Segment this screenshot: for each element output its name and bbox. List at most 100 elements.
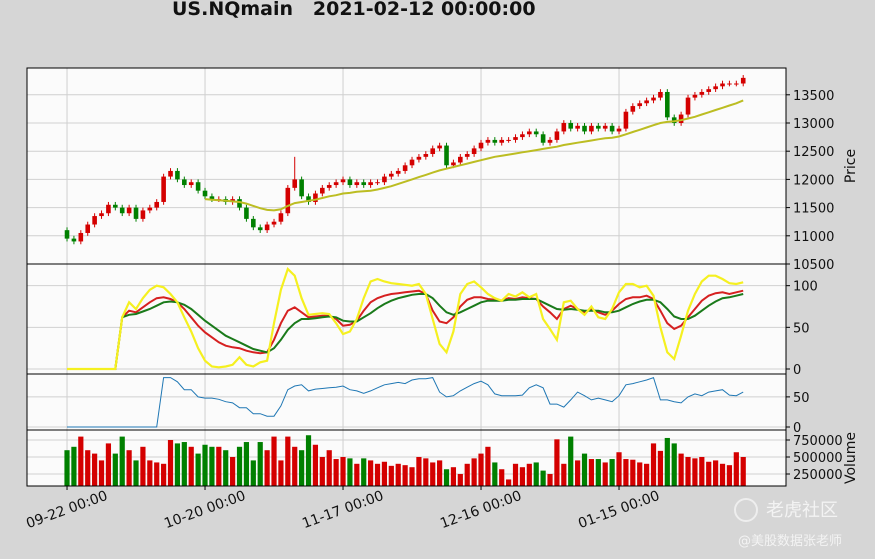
bar xyxy=(216,446,222,486)
candle-body xyxy=(734,83,739,85)
bar xyxy=(354,463,360,486)
candle-body xyxy=(368,182,373,186)
bar xyxy=(623,459,629,486)
bar xyxy=(637,462,643,486)
bar xyxy=(602,462,608,486)
bar xyxy=(519,467,526,486)
candle-body xyxy=(389,173,394,177)
candle-body xyxy=(147,207,153,211)
candle-body xyxy=(451,162,456,166)
candle-body xyxy=(416,156,422,160)
candle-body xyxy=(478,142,484,149)
chart-title: US.NQmain 2021-02-12 00:00:00 xyxy=(172,0,536,20)
candle-body xyxy=(320,187,325,194)
bar xyxy=(561,463,567,486)
y-tick-label: 0 xyxy=(793,421,801,436)
bar xyxy=(388,465,394,486)
bar xyxy=(126,450,132,486)
candle-body xyxy=(699,91,705,95)
bar xyxy=(423,458,429,486)
candle-body xyxy=(85,224,91,233)
bar xyxy=(443,469,450,486)
candle-body xyxy=(244,207,249,219)
bar xyxy=(119,436,125,486)
bar xyxy=(374,463,381,486)
candle-body xyxy=(637,103,643,107)
bar xyxy=(140,446,146,486)
candle-body xyxy=(444,145,449,166)
bar xyxy=(630,459,636,486)
bar xyxy=(402,465,408,486)
bar xyxy=(699,456,705,486)
candle-body xyxy=(706,89,712,92)
candle-body xyxy=(237,199,242,208)
bar xyxy=(430,462,436,486)
candle-body xyxy=(430,148,436,155)
bar xyxy=(319,456,325,486)
candle-body xyxy=(685,97,691,115)
bar xyxy=(533,462,539,486)
candle-body xyxy=(423,154,429,157)
line xyxy=(67,289,744,370)
watermark-logo xyxy=(734,498,758,522)
bar xyxy=(92,453,98,486)
bar xyxy=(568,436,574,486)
bar xyxy=(492,462,498,486)
candle-body xyxy=(658,91,663,98)
bar xyxy=(609,459,615,486)
candle-body xyxy=(375,182,380,184)
bar xyxy=(650,443,657,486)
bar xyxy=(209,446,215,486)
candle-body xyxy=(589,125,594,132)
bar xyxy=(105,443,112,486)
candle-body xyxy=(506,139,511,141)
bar xyxy=(250,460,256,486)
line xyxy=(67,266,744,371)
bar xyxy=(485,446,491,486)
y-axis-label: Volume xyxy=(843,432,859,484)
bar xyxy=(409,467,415,486)
bar xyxy=(733,452,739,486)
candle-body xyxy=(195,182,201,191)
candle-body xyxy=(540,134,546,143)
bar xyxy=(616,452,622,486)
line xyxy=(67,376,744,428)
y-tick-label: 13000 xyxy=(793,117,834,132)
candle-body xyxy=(113,204,118,208)
candle-body xyxy=(78,232,84,242)
bar xyxy=(161,463,167,486)
line xyxy=(67,293,744,370)
bar xyxy=(271,436,277,486)
bar xyxy=(305,435,312,486)
bar xyxy=(395,463,401,486)
candle-body xyxy=(271,221,277,225)
y-tick-label: 13500 xyxy=(793,89,834,104)
candle-body xyxy=(71,238,77,242)
candle-body xyxy=(623,111,629,129)
candle-body xyxy=(554,131,560,140)
y-tick-label: 11000 xyxy=(793,230,834,245)
y-tick-label: 50 xyxy=(793,321,810,336)
candle-body xyxy=(644,100,649,104)
bar xyxy=(264,450,270,486)
bar xyxy=(664,437,670,486)
bar xyxy=(685,456,691,486)
candle-body xyxy=(168,170,173,177)
bar xyxy=(719,463,726,486)
candle-body xyxy=(727,83,732,85)
bar xyxy=(98,460,105,486)
bar xyxy=(706,461,712,486)
bar xyxy=(154,462,160,486)
bar xyxy=(167,439,174,486)
panel-border xyxy=(26,429,787,487)
bar xyxy=(595,459,601,486)
candle-body xyxy=(520,134,525,138)
candle-body xyxy=(347,179,353,186)
candle-body xyxy=(326,185,332,188)
y-axis-label: Price xyxy=(843,149,859,183)
candle-body xyxy=(527,131,532,135)
bar xyxy=(223,450,229,486)
candle-body xyxy=(292,179,298,188)
bar xyxy=(64,450,70,486)
